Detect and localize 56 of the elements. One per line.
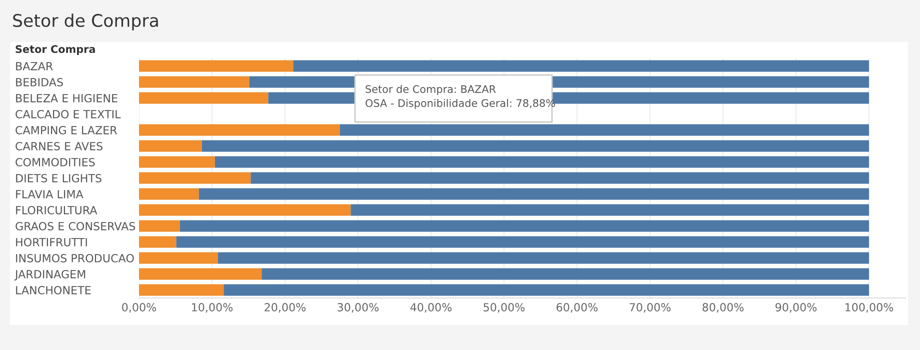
bar — [139, 156, 215, 168]
x-tick-label: 70,00% — [630, 303, 671, 313]
y-tick-label: CAMPING E LAZER — [16, 126, 118, 134]
bar — [139, 188, 199, 200]
y-tick-label: DIETS E LIGHTS — [16, 174, 102, 182]
x-tick-label: 40,00% — [410, 303, 452, 313]
y-tick-label: BELEZA E HIGIENE — [16, 94, 118, 102]
chart-title: Setor de Compra — [13, 14, 158, 30]
x-tick-label: 80,00% — [702, 303, 744, 313]
x-tick-label: 90,00% — [776, 303, 817, 313]
bar — [139, 268, 262, 280]
y-tick-label: FLORICULTURA — [16, 206, 98, 214]
bar — [139, 76, 250, 88]
y-tick-label: CARNES E AVES — [16, 142, 102, 150]
y-axis-title: Setor Compra — [16, 45, 95, 56]
bar — [262, 268, 869, 280]
x-tick-label: 60,00% — [556, 303, 598, 313]
y-tick-label: LANCHONETE — [16, 286, 91, 294]
y-tick-label: INSUMOS PRODUCAO — [16, 254, 134, 262]
x-tick-label: 10,00% — [192, 303, 233, 313]
bar — [139, 92, 268, 104]
bar — [139, 284, 224, 296]
y-tick-label: BAZAR — [16, 62, 53, 70]
y-tick-label: HORTIFRUTTI — [16, 238, 87, 246]
bar — [139, 140, 202, 152]
bar — [202, 140, 869, 152]
y-tick-label: GRAOS E CONSERVAS — [16, 222, 136, 230]
y-tick-label: FLAVIA LIMA — [16, 190, 84, 198]
y-tick-label: BEBIDAS — [16, 78, 63, 86]
annotation: Setor de Compra: BAZAR — [366, 84, 496, 96]
annotation: OSA - Disponibilidade Geral: 78,88% — [366, 98, 555, 110]
bar — [139, 124, 340, 136]
x-tick-label: 20,00% — [264, 303, 306, 313]
bar — [218, 252, 869, 264]
bar — [180, 220, 869, 232]
bar — [250, 172, 869, 184]
y-tick-label: COMMODITIES — [16, 158, 95, 166]
bar — [139, 60, 294, 72]
bar — [139, 236, 176, 248]
x-tick-label: 50,00% — [484, 303, 525, 313]
x-tick-label: 0,00% — [122, 303, 156, 313]
bar — [139, 220, 180, 232]
x-tick-label: 30,00% — [338, 303, 379, 313]
bar — [293, 60, 869, 72]
x-tick-label: 100,00% — [846, 303, 894, 313]
bar — [139, 204, 351, 216]
bar — [340, 124, 869, 136]
y-tick-label: JARDINAGEM — [14, 270, 86, 280]
bar — [176, 236, 869, 248]
bar — [139, 252, 218, 264]
bar — [350, 204, 869, 216]
bar — [139, 172, 251, 184]
bar — [198, 188, 869, 200]
y-tick-label: CALCADO E TEXTIL — [16, 110, 121, 118]
bar — [214, 156, 869, 168]
bar — [224, 284, 869, 296]
